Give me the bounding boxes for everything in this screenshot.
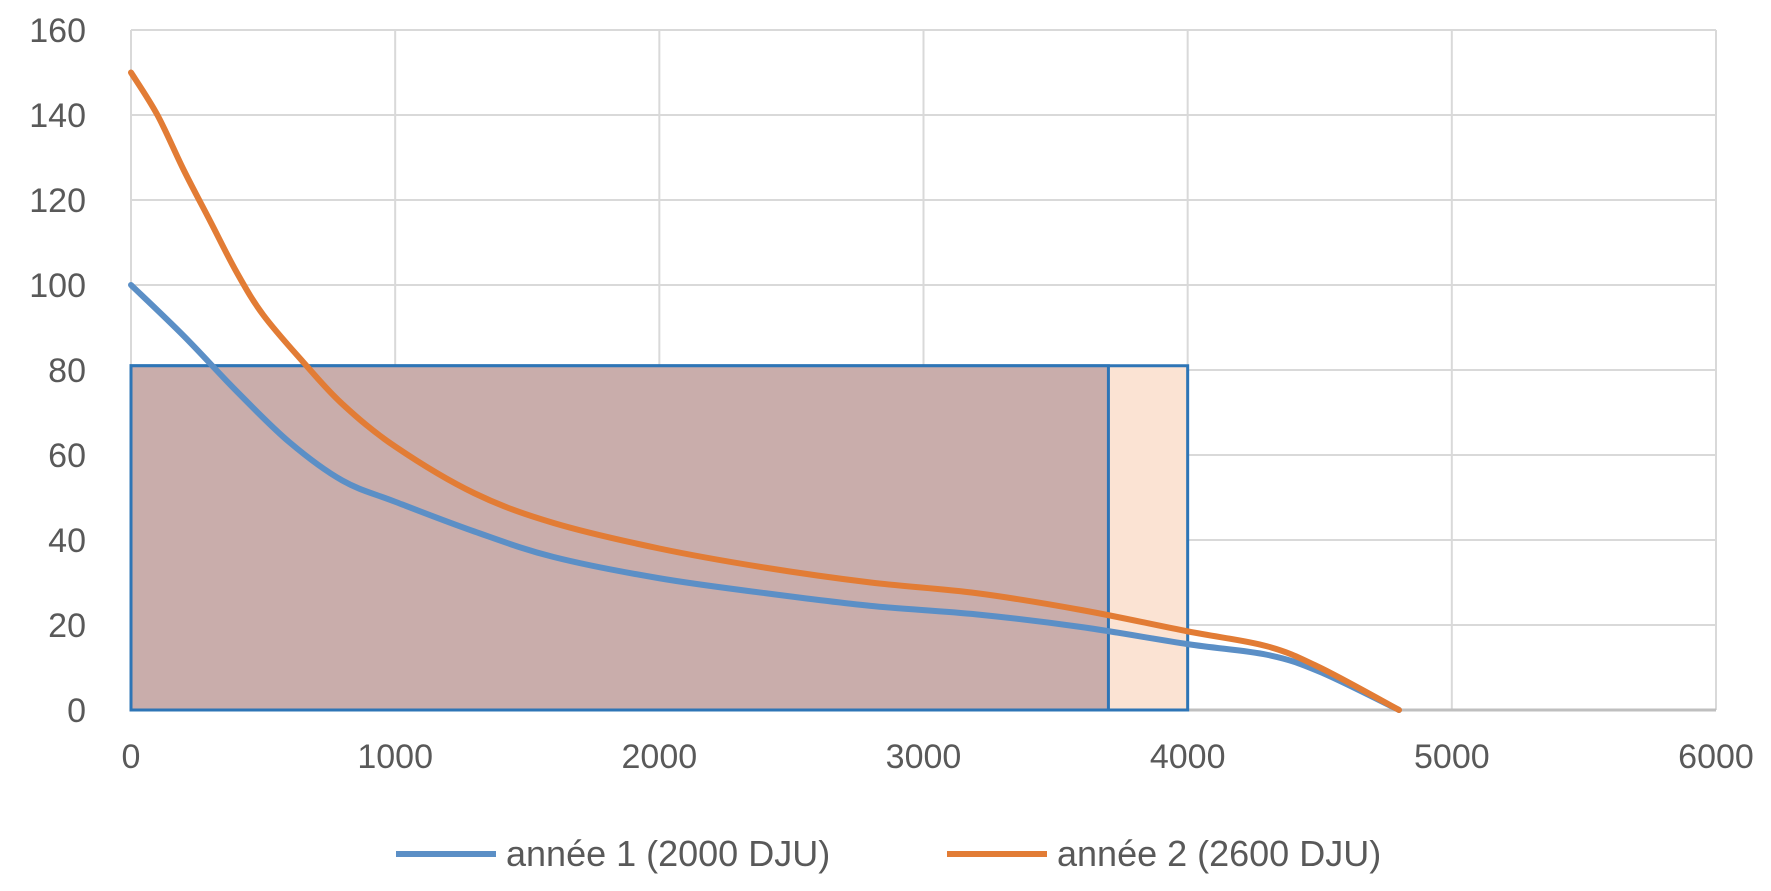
x-tick-label: 6000 [1678, 738, 1754, 776]
x-tick-label: 0 [122, 738, 141, 776]
y-tick-label: 80 [48, 352, 86, 390]
x-tick-label: 5000 [1414, 738, 1490, 776]
y-tick-label: 60 [48, 437, 86, 475]
y-tick-label: 20 [48, 607, 86, 645]
legend-label-1: année 1 (2000 DJU) [506, 833, 830, 874]
legend-label-2: année 2 (2600 DJU) [1057, 833, 1381, 874]
series-line-2 [128, 69, 1402, 713]
shaded-areas [129, 364, 1190, 712]
x-tick-label: 2000 [622, 738, 698, 776]
series-line-1 [128, 282, 1402, 713]
y-tick-label: 140 [29, 97, 86, 135]
y-tick-label: 120 [29, 182, 86, 220]
series-lines [128, 69, 1402, 713]
x-tick-label: 4000 [1150, 738, 1226, 776]
legend: année 1 (2000 DJU) année 2 (2600 DJU) [396, 833, 1381, 874]
x-tick-label: 1000 [357, 738, 433, 776]
y-tick-label: 40 [48, 522, 86, 560]
y-tick-label: 0 [67, 692, 86, 730]
axis-labels: 0 1000 2000 3000 4000 5000 6000 0 20 40 60 80 100 120… [29, 12, 1754, 776]
x-tick-label: 3000 [886, 738, 962, 776]
y-tick-label: 100 [29, 267, 86, 305]
y-tick-label: 160 [29, 12, 86, 50]
